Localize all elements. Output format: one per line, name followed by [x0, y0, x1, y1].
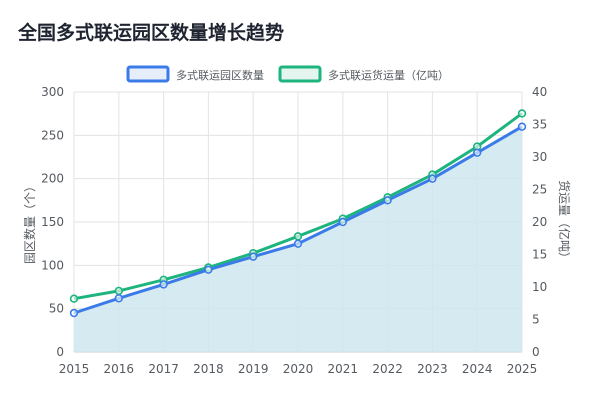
x-tick-label: 2015: [59, 362, 90, 376]
point-park-count[interactable]: [428, 174, 437, 183]
area-layer: [74, 126, 522, 353]
y-right-tick-label: 30: [532, 150, 547, 164]
y-right-tick-label: 40: [532, 85, 547, 99]
y-left-tick-label: 150: [41, 215, 64, 229]
point-freight-volume[interactable]: [517, 109, 527, 118]
y-left-tick-label: 50: [49, 302, 64, 316]
point-freight-volume[interactable]: [293, 232, 303, 241]
x-tick-label: 2017: [148, 362, 179, 376]
point-layer: [69, 109, 527, 318]
y-left-tick-label: 250: [41, 128, 64, 142]
point-freight-volume[interactable]: [114, 286, 124, 296]
series-area-park-count: [74, 126, 522, 353]
point-park-count[interactable]: [159, 280, 168, 289]
point-park-count[interactable]: [473, 148, 482, 157]
x-tick-label: 2020: [283, 362, 314, 376]
x-tick-label: 2019: [238, 362, 269, 376]
legend[interactable]: 多式联运园区数量 多式联运货运量（亿吨）: [126, 65, 449, 83]
x-tick-label: 2021: [328, 362, 359, 376]
y-left-tick-label: 0: [56, 345, 64, 359]
point-freight-volume[interactable]: [69, 294, 79, 303]
point-park-count[interactable]: [293, 239, 303, 248]
x-tick-labels: 2015 2016 2017 2018 2019 2020 2021 2022 2023 2024…: [59, 362, 538, 376]
y-right-axis-title: 货运量（亿吨）: [557, 180, 572, 264]
x-tick-label: 2024: [462, 362, 493, 376]
y-right-tick-label: 5: [532, 313, 540, 327]
y-right-tick-label: 15: [532, 248, 547, 262]
y-left-tick-label: 100: [41, 258, 64, 272]
legend-item-park-count[interactable]: 多式联运园区数量: [126, 65, 264, 83]
point-park-count[interactable]: [249, 252, 258, 261]
point-park-count[interactable]: [204, 265, 213, 274]
x-tick-label: 2018: [193, 362, 224, 376]
legend-label: 多式联运货运量（亿吨）: [328, 68, 449, 82]
y-left-tick-label: 200: [41, 172, 64, 186]
x-tick-label: 2025: [507, 362, 538, 376]
point-park-count[interactable]: [383, 196, 392, 205]
y-left-tick-labels: 0 50 100 150 200 250 300: [41, 85, 64, 359]
x-tick-label: 2022: [372, 362, 403, 376]
point-park-count[interactable]: [517, 122, 527, 131]
y-right-tick-label: 35: [532, 118, 547, 132]
x-tick-label: 2023: [417, 362, 448, 376]
point-park-count[interactable]: [69, 308, 79, 318]
legend-label: 多式联运园区数量: [176, 68, 264, 82]
y-right-tick-label: 0: [532, 345, 540, 359]
y-right-tick-label: 20: [532, 215, 547, 229]
point-park-count[interactable]: [338, 217, 347, 227]
legend-item-freight-volume[interactable]: 多式联运货运量（亿吨）: [278, 65, 449, 83]
y-right-tick-label: 25: [532, 183, 547, 197]
legend-swatch: [126, 65, 170, 83]
axis-titles: 园区数量（个） 货运量（亿吨）: [22, 180, 572, 264]
legend-swatch: [278, 65, 322, 83]
chart-title: 全国多式联运园区数量增长趋势: [18, 22, 285, 44]
y-right-tick-labels: 0 5 10 15 20 25 30 35 40: [532, 85, 547, 359]
y-left-tick-label: 300: [41, 85, 64, 99]
point-park-count[interactable]: [114, 294, 124, 303]
x-tick-label: 2016: [104, 362, 135, 376]
y-right-tick-label: 10: [532, 280, 547, 294]
y-left-axis-title: 园区数量（个）: [22, 180, 37, 264]
